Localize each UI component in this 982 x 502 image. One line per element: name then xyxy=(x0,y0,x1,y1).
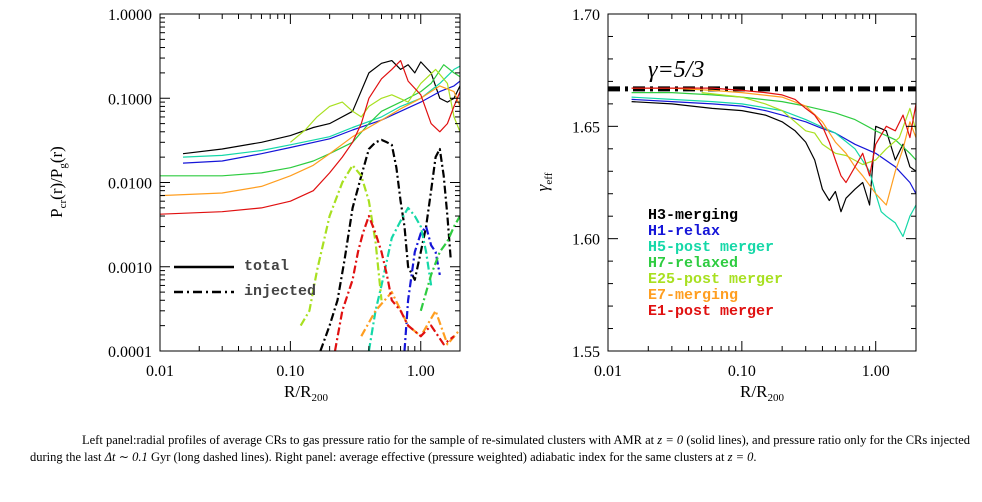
legend-entry-4: E25-post merger xyxy=(648,271,783,288)
right-series-6-total xyxy=(631,87,916,184)
right-x-tick-label: 0.10 xyxy=(728,363,756,380)
right-tick-group xyxy=(607,13,917,352)
legend-entry-0: H3-merging xyxy=(648,207,738,224)
right-series-0-total xyxy=(631,101,916,213)
right-x-tick-label: 1.00 xyxy=(862,363,890,380)
left-series-6-total xyxy=(160,59,460,215)
left-plot-frame xyxy=(159,13,461,352)
left-x-tick-label: 0.10 xyxy=(276,363,304,380)
left-x-axis-label: R/R200 xyxy=(284,382,328,404)
right-x-tick-label: 0.01 xyxy=(594,363,622,380)
left-series-4-total xyxy=(290,68,460,143)
right-plot-frame xyxy=(607,13,917,352)
left-legend: total injected xyxy=(174,258,316,300)
left-y-tick-label: 0.0001 xyxy=(108,344,152,361)
right-y-axis-label: γeff xyxy=(533,172,555,191)
left-series-12-injected xyxy=(360,291,460,346)
right-tick-labels: 0.01 0.10 1.00 1.55 1.60 1.65 1.70 xyxy=(572,7,890,380)
left-series-11-injected xyxy=(299,164,383,327)
left-series-7-injected xyxy=(319,138,452,351)
legend-entry-2: H5-post merger xyxy=(648,239,774,256)
left-y-tick-label: 1.0000 xyxy=(108,7,152,24)
right-series-3-total xyxy=(631,91,916,161)
right-y-tick-label: 1.65 xyxy=(572,119,600,136)
right-series-group xyxy=(608,86,916,237)
left-series-8-injected xyxy=(403,225,441,351)
gamma-annotation: γ=5/3 xyxy=(648,57,704,83)
left-series-group xyxy=(160,59,460,351)
left-series-9-injected xyxy=(367,206,433,351)
left-tick-group xyxy=(159,13,461,352)
left-tick-labels: 0.01 0.10 1.00 0.0001 0.0010 0.0100 0.1000 1.00… xyxy=(108,7,435,380)
left-y-axis-label: Pcr(r)/Pg(r) xyxy=(47,146,69,218)
left-series-10-injected xyxy=(419,215,460,312)
left-y-tick-label: 0.0100 xyxy=(108,176,152,193)
right-x-axis-label: R/R200 xyxy=(740,382,784,404)
right-y-tick-label: 1.70 xyxy=(572,7,600,24)
left-x-tick-label: 0.01 xyxy=(146,363,174,380)
left-series-13-injected xyxy=(333,214,455,351)
legend-entry-1: H1-relax xyxy=(648,223,720,240)
right-series-4-total xyxy=(701,92,916,166)
left-x-tick-label: 1.00 xyxy=(407,363,435,380)
right-series-2-total xyxy=(631,96,916,237)
legend-total-label: total xyxy=(244,258,289,275)
left-series-5-total xyxy=(160,85,460,197)
right-series-5-total xyxy=(631,87,916,206)
right-series-1-total xyxy=(631,98,916,194)
left-series-3-total xyxy=(160,64,460,177)
left-series-2-total xyxy=(182,65,460,158)
legend-entry-6: E1-post merger xyxy=(648,303,774,320)
right-y-tick-label: 1.55 xyxy=(572,344,600,361)
right-chart: 0.01 0.10 1.00 1.55 1.60 1.65 1.70 R/R200 γeff… xyxy=(533,7,917,404)
left-y-tick-label: 0.0010 xyxy=(108,260,152,277)
right-y-tick-label: 1.60 xyxy=(572,232,600,249)
legend-entry-5: E7-merging xyxy=(648,287,738,304)
figure: 0.01 0.10 1.00 0.0001 0.0010 0.0100 0.1000 1.00… xyxy=(47,7,917,404)
legend-injected-label: injected xyxy=(244,283,316,300)
figure-caption: Left panel:radial profiles of average CR… xyxy=(30,433,970,464)
legend-entry-3: H7-relaxed xyxy=(648,255,738,272)
left-chart: 0.01 0.10 1.00 0.0001 0.0010 0.0100 0.1000 1.00… xyxy=(47,7,461,404)
left-y-tick-label: 0.1000 xyxy=(108,91,152,108)
left-series-0-total xyxy=(182,59,460,155)
